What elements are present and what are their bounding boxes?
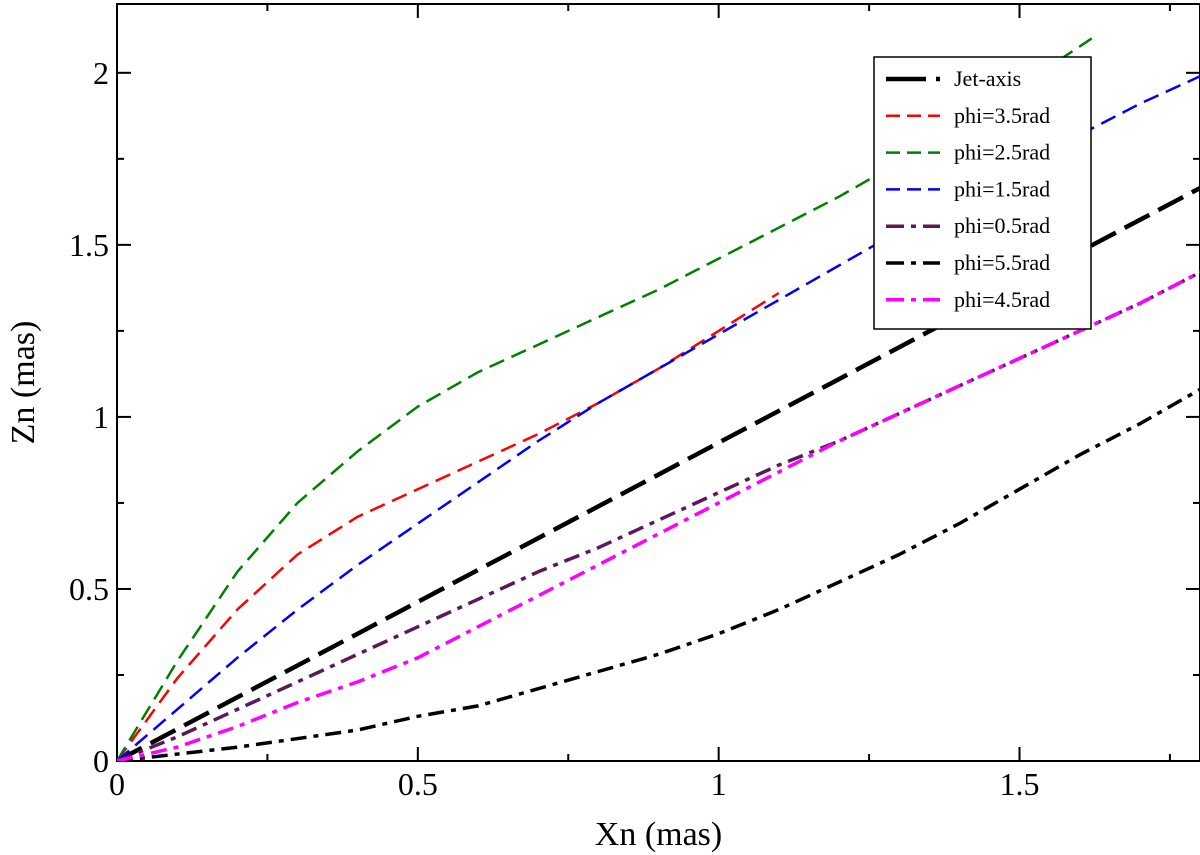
- legend-label: phi=5.5rad: [954, 250, 1050, 275]
- y-tick-label: 2: [93, 55, 109, 91]
- series-line-jet-axis: [117, 186, 1200, 761]
- series-line-phi-0-5rad: [117, 270, 1200, 761]
- plot-frame: [116, 3, 1200, 762]
- x-tick-label: 0.5: [398, 766, 438, 802]
- y-tick-label: 0.5: [69, 571, 109, 607]
- x-tick-label: 1.5: [1000, 766, 1040, 802]
- legend-label: phi=3.5rad: [954, 103, 1050, 128]
- legend-label: Jet-axis: [954, 66, 1021, 91]
- legend-label: phi=4.5rad: [954, 287, 1050, 312]
- y-tick-label: 1.5: [69, 227, 109, 263]
- x-tick-label: 1: [711, 766, 727, 802]
- y-axis-title: Zn (mas): [5, 321, 42, 445]
- series-line-phi-4-5rad: [117, 270, 1200, 761]
- series-line-phi-3-5rad: [117, 291, 780, 761]
- x-axis-title: Xn (mas): [595, 816, 722, 853]
- x-tick-label: 0: [109, 766, 125, 802]
- legend-label: phi=2.5rad: [954, 140, 1050, 165]
- y-tick-label: 1: [93, 399, 109, 435]
- legend-label: phi=1.5rad: [954, 176, 1050, 201]
- y-tick-label: 0: [93, 743, 109, 779]
- legend-box: [873, 56, 1092, 330]
- series-line-phi-5-5rad: [117, 387, 1200, 761]
- legend-label: phi=0.5rad: [954, 213, 1050, 238]
